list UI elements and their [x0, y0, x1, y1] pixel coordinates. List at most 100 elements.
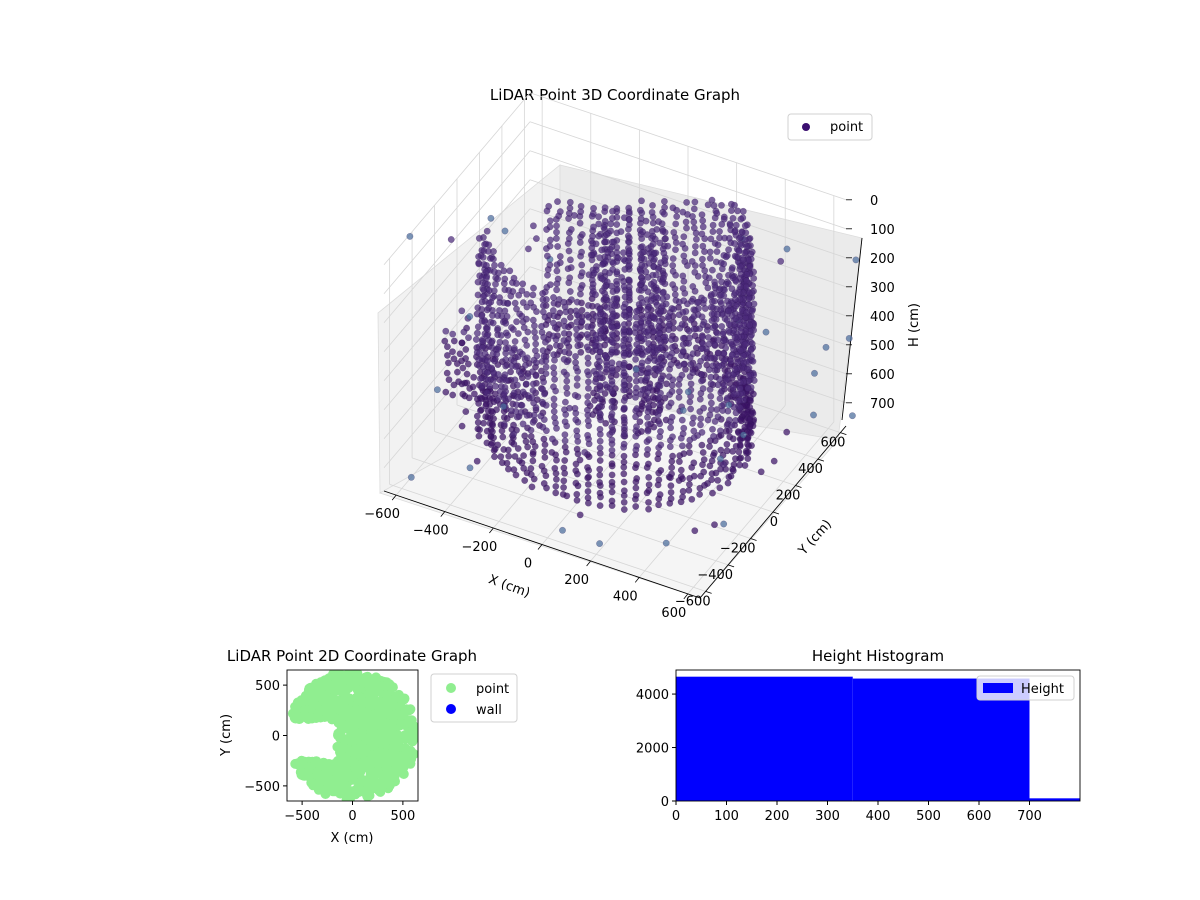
scatter-point-3d — [556, 259, 564, 267]
scatter-point-3d — [554, 243, 562, 250]
scatter-point-3d — [600, 223, 608, 231]
scatter-point-3d — [592, 331, 600, 339]
scatter-point-3d — [443, 369, 451, 377]
grid-line-y — [389, 484, 706, 592]
scatter-point-3d — [632, 320, 640, 328]
scatter-point-3d — [698, 255, 706, 263]
scatter-point-3d — [685, 480, 693, 488]
scatter-point-3d — [518, 401, 526, 409]
x-tick-label-2d: −500 — [284, 809, 320, 824]
scatter-point-3d — [731, 333, 739, 341]
scatter-point-3d — [445, 376, 453, 384]
scatter-point-3d — [707, 291, 715, 299]
scatter-point-3d — [502, 319, 510, 327]
scatter-point-3d — [549, 307, 557, 314]
scatter-point-3d — [678, 416, 686, 424]
scatter-point-3d — [621, 293, 629, 301]
grid-line-z-left — [383, 150, 531, 324]
scatter-point-3d — [691, 198, 699, 206]
scatter-point-3d — [672, 220, 680, 228]
scatter-point-3d — [514, 394, 522, 402]
scatter-point-3d — [732, 315, 740, 323]
scatter-point-3d — [707, 354, 715, 362]
scatter-point-3d — [561, 437, 569, 445]
scatter-point-3d — [496, 294, 504, 302]
scatter-point-3d — [741, 340, 749, 348]
x-tick-label-hist: 500 — [916, 809, 941, 824]
scatter-point-3d — [475, 356, 483, 364]
scatter-point-3d — [707, 373, 715, 381]
z-axis-label-3d: H (cm) — [907, 303, 922, 347]
scatter-point-3d — [561, 398, 569, 406]
scatter-point-3d — [566, 204, 574, 212]
scatter-point-2d — [300, 690, 311, 701]
scatter-point-2d — [366, 688, 376, 699]
scatter-point-3d — [524, 373, 532, 381]
scatter-point-3d — [550, 351, 558, 359]
scatter-point-3d — [708, 310, 716, 318]
scatter-point-3d — [686, 334, 694, 342]
x-tick-label-hist: 700 — [1017, 809, 1042, 824]
scatter-point-3d — [711, 278, 719, 286]
scatter-point-3d — [621, 265, 629, 273]
scatter-point-3d — [710, 432, 717, 440]
scatter-point-3d — [502, 362, 510, 370]
scatter-point-3d — [573, 331, 581, 339]
scatter-point-2d — [318, 705, 329, 716]
scatter-point-3d — [757, 468, 765, 476]
scatter-point-3d — [550, 294, 557, 301]
scatter-point-3d — [463, 370, 471, 378]
scatter-point-3d — [729, 467, 737, 475]
scatter-point-3d — [659, 245, 667, 253]
scatter-point-3d — [491, 357, 499, 365]
scatter-point-3d — [668, 464, 676, 472]
scatter-point-3d — [529, 316, 537, 324]
scatter-point-3d — [654, 265, 662, 273]
legend-label-height: Height — [1021, 682, 1064, 697]
scatter-point-3d — [549, 319, 557, 327]
scatter-point-3d — [686, 398, 694, 406]
scatter-point-3d — [708, 470, 716, 478]
scatter-point-2d — [351, 676, 362, 687]
scatter-point-3d — [583, 331, 591, 338]
scatter-point-3d — [745, 442, 753, 450]
scatter-point-3d — [596, 370, 604, 378]
scatter-point-3d — [662, 539, 670, 547]
scatter-point-3d — [645, 340, 653, 347]
scatter-point-3d — [678, 442, 686, 450]
scatter-point-3d — [728, 422, 736, 429]
grid-line-z-left — [383, 237, 531, 411]
scatter-point-3d — [737, 347, 745, 355]
scatter-point-3d — [458, 307, 466, 315]
scatter-point-3d — [583, 311, 591, 319]
scatter-point-3d — [668, 413, 676, 421]
histogram-bar — [676, 676, 853, 801]
scatter-point-3d — [584, 431, 592, 439]
x-tick-label-hist: 200 — [765, 809, 790, 824]
scatter-point-3d — [552, 235, 560, 242]
scatter-point-3d — [447, 236, 455, 243]
scatter-point-2d — [330, 764, 341, 774]
scatter-point-3d — [699, 449, 707, 456]
scatter-point-2d — [389, 730, 400, 741]
scatter-point-3d — [709, 362, 717, 370]
scatter-point-3d — [539, 290, 547, 297]
scatter-point-3d — [603, 303, 611, 311]
scatter-point-3d — [714, 241, 722, 249]
scatter-point-3d — [598, 246, 606, 254]
scatter-point-3d — [683, 198, 691, 206]
y-tick-label-hist: 2000 — [636, 742, 669, 757]
x-tick-3d — [391, 494, 397, 501]
scatter-point-3d — [610, 295, 618, 303]
scatter-point-3d — [647, 253, 655, 261]
scatter-point-3d — [690, 427, 698, 435]
scatter-point-3d — [663, 293, 671, 301]
scatter-point-3d — [745, 289, 753, 297]
scatter-point-3d — [473, 457, 481, 465]
scatter-point-3d — [565, 247, 573, 255]
scatter-point-3d — [539, 302, 547, 310]
scatter-point-3d — [655, 355, 663, 363]
scatter-point-3d — [504, 299, 512, 307]
scatter-point-3d — [510, 344, 518, 352]
scatter-point-3d — [700, 404, 708, 412]
